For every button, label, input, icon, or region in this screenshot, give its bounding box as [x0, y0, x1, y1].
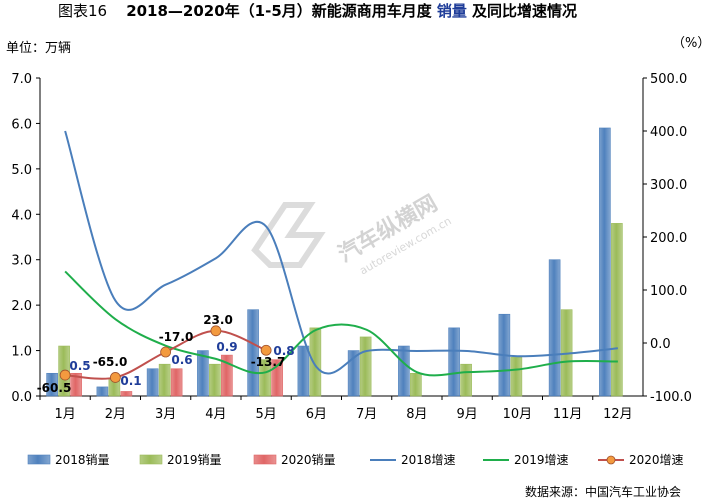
lines: [59, 130, 618, 383]
bar-2019销量: [359, 336, 372, 397]
bar-2018销量: [46, 372, 58, 397]
legend-label: 2020销量: [281, 453, 336, 467]
data-labels: 0.5 0.1 0.6 0.9 0.8 -60.5 -65.0 -17.0 23.0 -13.7: [37, 313, 295, 395]
bar-2018销量: [548, 259, 561, 397]
right-unit-label: （%）: [672, 36, 710, 51]
y-left-tick-label: 0.0: [11, 390, 32, 405]
legend-swatch-2020销量: [253, 454, 277, 465]
bar-2018销量: [146, 368, 159, 397]
left-unit-label: 单位：万辆: [6, 41, 71, 56]
x-tick-label: 5月: [255, 407, 276, 422]
y-left-tick-label: 5.0: [11, 163, 32, 178]
line-2020-data-label: -17.0: [159, 330, 194, 344]
bar-2020-data-label: 0.9: [216, 340, 237, 354]
bar-2020销量: [271, 359, 283, 397]
x-tick-label: 2月: [105, 407, 126, 422]
bar-2019销量: [309, 327, 322, 397]
bar-2020-data-label: 0.1: [120, 374, 141, 388]
y-left-tick-label: 4.0: [11, 208, 32, 223]
y-right-tick-label: 100.0: [650, 284, 687, 299]
watermark-logo: [251, 202, 326, 268]
marker-2020增速: [109, 372, 121, 383]
axes: 0.0 1.0 2.0 3.0 4.0 5.0 6.0 7.0 -100.0 0.0 100.0 20…: [11, 72, 692, 422]
bar-2019销量: [611, 223, 623, 397]
title-suffix: 及同比增速情况: [472, 2, 577, 20]
bar-2020销量: [170, 368, 183, 397]
bar-2018销量: [347, 350, 360, 397]
chart-title: 图表16 2018—2020年（1-5月）新能源商用车月度 销量 及同比增速情况: [58, 1, 577, 20]
line-2018增速: [64, 130, 618, 375]
bar-2018销量: [96, 386, 109, 397]
bar-2019销量: [510, 357, 523, 397]
y-left-tick-label: 2.0: [11, 299, 32, 314]
bar-2020-data-label: 0.6: [171, 353, 192, 367]
legend-label: 2019销量: [167, 453, 222, 467]
bar-2019销量: [158, 363, 171, 397]
legend-swatch-2019销量: [139, 454, 163, 465]
bar-2020销量: [70, 372, 82, 397]
legend-swatch-2018销量: [27, 454, 51, 465]
legend-label: 2018增速: [401, 453, 456, 467]
y-left-tick-label: 7.0: [11, 72, 32, 87]
bar-2018销量: [448, 327, 460, 397]
bar-2018销量: [398, 345, 410, 397]
legend: 2018销量 2019销量 2020销量 2018增速 2019增速 2020增速: [27, 453, 684, 467]
marker-2020增速: [160, 346, 172, 358]
legend-label: 2019增速: [514, 453, 569, 467]
bar-2019销量: [410, 372, 422, 397]
x-tick-label: 4月: [205, 407, 226, 422]
y-left-tick-label: 1.0: [11, 345, 32, 360]
bar-2020销量: [221, 354, 233, 397]
bar-2020-data-label: 0.5: [69, 359, 90, 373]
y-left-tick-label: 3.0: [11, 254, 32, 269]
title-main: 2018—2020年（1-5月）新能源商用车月度: [126, 2, 433, 20]
bar-2019销量: [259, 359, 271, 397]
x-tick-label: 9月: [456, 407, 477, 422]
line-2020-data-label: -13.7: [251, 355, 286, 369]
x-tick-label: 6月: [306, 407, 327, 422]
x-tick-label: 3月: [155, 407, 176, 422]
marker-2020增速: [59, 369, 71, 381]
line-2020-data-label: 23.0: [203, 313, 233, 327]
x-tick-label: 10月: [503, 407, 533, 422]
y-right-tick-label: 0.0: [650, 337, 671, 352]
bar-2018销量: [197, 350, 209, 397]
x-tick-label: 7月: [356, 407, 377, 422]
bar-2018销量: [297, 345, 310, 397]
line-2020-data-label: -65.0: [93, 355, 128, 369]
bar-2020销量: [120, 391, 133, 397]
line-2019增速: [64, 270, 618, 377]
title-highlight: 销量: [437, 2, 467, 20]
bar-2019销量: [209, 363, 221, 397]
legend-marker-2020增速: [606, 455, 616, 465]
y-left-tick-label: 6.0: [11, 117, 32, 132]
x-tick-label: 8月: [406, 407, 427, 422]
y-right-tick-label: -100.0: [650, 390, 692, 405]
y-right-tick-label: 500.0: [650, 72, 687, 87]
watermark: 汽车纵横网 autoreview.com.cn: [251, 190, 454, 277]
y-right-tick-label: 300.0: [650, 178, 687, 193]
bar-2018销量: [247, 309, 259, 397]
y-right-tick-label: 400.0: [650, 125, 687, 140]
bar-2018销量: [599, 127, 611, 397]
line-2020-data-label: -60.5: [37, 381, 72, 395]
x-tick-label: 12月: [603, 407, 633, 422]
legend-label: 2018销量: [55, 453, 110, 467]
legend-label: 2020增速: [629, 453, 684, 467]
y-right-tick-label: 200.0: [650, 231, 687, 246]
title-prefix: 图表16: [58, 2, 107, 20]
marker-2020增速: [210, 325, 222, 337]
x-tick-label: 11月: [553, 407, 583, 422]
x-tick-label: 1月: [54, 407, 75, 422]
bar-2019销量: [460, 363, 472, 397]
source-note: 数据来源：中国汽车工业协会: [525, 484, 681, 499]
bar-2020-data-label: 0.8: [273, 344, 294, 358]
marker-2020增速: [260, 344, 272, 356]
